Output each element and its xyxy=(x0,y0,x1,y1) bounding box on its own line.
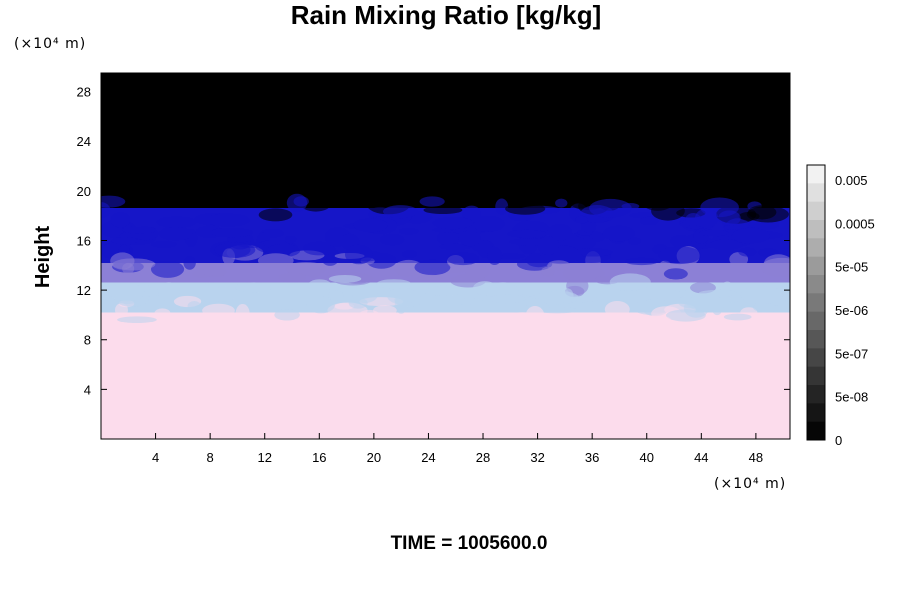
colorbar: 0.005 0.0005 5e-05 5e-06 5e-07 5e-08 0 xyxy=(806,164,875,448)
x-axis-ticks: 4 8 12 16 20 24 28 32 36 40 44 48 xyxy=(152,73,763,465)
colorbar-label: 5e-08 xyxy=(835,390,868,405)
chart-title: Rain Mixing Ratio [kg/kg] xyxy=(291,0,602,30)
x-tick-label: 44 xyxy=(694,450,708,465)
colorbar-swatch xyxy=(807,311,825,331)
colorbar-swatch xyxy=(807,293,825,313)
x-tick-label: 16 xyxy=(312,450,326,465)
y-axis-ticks: 4 8 12 16 20 24 28 xyxy=(77,85,790,397)
colorbar-swatch xyxy=(807,366,825,386)
y-tick-label: 16 xyxy=(77,233,91,248)
plot-frame xyxy=(100,72,791,440)
colorbar-swatch xyxy=(807,183,825,203)
colorbar-frame xyxy=(806,164,826,441)
x-tick-label: 48 xyxy=(749,450,763,465)
x-tick-label: 28 xyxy=(476,450,490,465)
colorbar-swatch xyxy=(807,403,825,423)
y-tick-label: 24 xyxy=(77,134,91,149)
y-tick-label: 20 xyxy=(77,184,91,199)
colorbar-swatch xyxy=(807,421,825,441)
colorbar-label: 0 xyxy=(835,433,842,448)
x-tick-label: 4 xyxy=(152,450,159,465)
y-tick-label: 4 xyxy=(84,382,91,397)
y-tick-label: 12 xyxy=(77,283,91,298)
colorbar-swatch xyxy=(807,220,825,239)
colorbar-label: 0.0005 xyxy=(835,216,875,231)
colorbar-swatch xyxy=(807,165,825,184)
colorbar-swatch xyxy=(807,385,825,404)
x-tick-label: 20 xyxy=(367,450,381,465)
colorbar-swatch xyxy=(807,330,825,349)
colorbar-label: 0.005 xyxy=(835,173,868,188)
x-unit-label: (×10⁴ m) xyxy=(714,476,786,492)
colorbar-swatch xyxy=(807,238,825,258)
x-tick-label: 32 xyxy=(530,450,544,465)
colorbar-swatch xyxy=(807,275,825,294)
y-axis-label: Height xyxy=(32,226,54,289)
y-tick-label: 28 xyxy=(77,85,91,100)
colorbar-swatch xyxy=(807,201,825,221)
x-tick-label: 12 xyxy=(257,450,271,465)
colorbar-swatch xyxy=(807,348,825,368)
x-tick-label: 8 xyxy=(207,450,214,465)
cloud-texture xyxy=(101,193,790,328)
colorbar-label: 5e-06 xyxy=(835,303,868,318)
x-tick-label: 36 xyxy=(585,450,599,465)
time-label: TIME = 1005600.0 xyxy=(391,533,548,554)
colorbar-label: 5e-05 xyxy=(835,260,868,275)
y-tick-label: 8 xyxy=(84,333,91,348)
plot-area xyxy=(100,72,791,440)
x-tick-label: 24 xyxy=(421,450,435,465)
colorbar-swatch xyxy=(807,256,825,276)
y-unit-label: (×10⁴ m) xyxy=(14,36,86,52)
colorbar-label: 5e-07 xyxy=(835,346,868,361)
x-tick-label: 40 xyxy=(640,450,654,465)
